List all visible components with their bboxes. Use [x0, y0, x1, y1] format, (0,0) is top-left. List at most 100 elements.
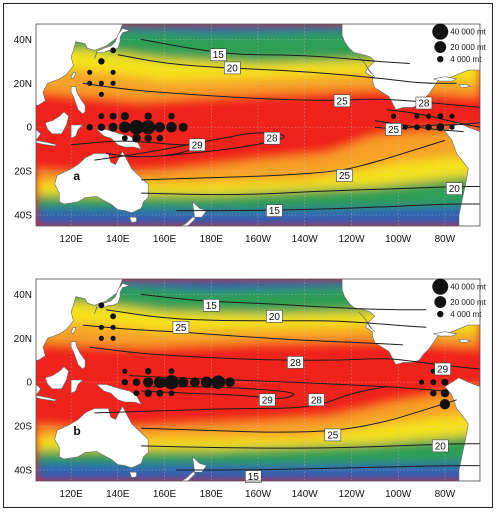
- catch-point: [441, 378, 449, 386]
- land-tasmania: [129, 471, 137, 479]
- land-hispaniola: [458, 339, 472, 344]
- catch-point: [439, 399, 451, 410]
- contour-label-text: 28: [290, 358, 302, 369]
- contour-line: [71, 140, 196, 158]
- contour-label: 29: [258, 393, 276, 406]
- contour-line: [89, 346, 480, 370]
- longitude-label: 120E: [59, 234, 83, 245]
- land-cuba: [433, 76, 458, 82]
- contour-label-text: 28: [418, 99, 430, 110]
- band-blueS: [36, 206, 480, 226]
- legend-label: 20 000 mt: [450, 43, 486, 52]
- contour-label: 15: [245, 470, 262, 483]
- band-orangeS: [36, 129, 480, 185]
- sst-field: [36, 279, 480, 481]
- land-australia: [54, 150, 149, 214]
- land-asia: [36, 279, 123, 361]
- contour-label-text: 20: [449, 184, 461, 195]
- contour-line: [141, 399, 457, 433]
- land-sulawesi: [70, 124, 84, 139]
- latitude-label: 0: [26, 123, 32, 134]
- longitude-label: 160W: [245, 234, 272, 245]
- latitude-label: 20N: [14, 334, 32, 345]
- contour-line: [106, 309, 427, 328]
- contour-label: 28: [415, 96, 433, 110]
- catch-point: [144, 367, 152, 375]
- longitude-label: 180E: [200, 489, 224, 500]
- catch-point: [110, 80, 116, 86]
- latitude-label: 20S: [14, 422, 32, 433]
- land-tasmania: [129, 216, 137, 224]
- map-panel-a: 15 20 25 28 25 29 28 25 20 15 40 000 mt 20 000 mt 4 …: [0, 0, 500, 255]
- longitude-label: 120W: [338, 489, 365, 500]
- land-samerica: [444, 377, 480, 481]
- contour-line: [117, 54, 457, 84]
- catch-point: [121, 135, 128, 142]
- contour-label: 25: [333, 94, 351, 107]
- land-baja: [358, 56, 376, 77]
- catch-point: [141, 120, 156, 135]
- latitude-label: 40S: [14, 211, 32, 222]
- catch-point: [402, 124, 408, 130]
- contour-label: 20: [445, 182, 463, 195]
- contour-label-text: 28: [266, 134, 278, 145]
- legend-bubble: [432, 23, 449, 40]
- catch-point: [164, 375, 179, 390]
- contour-label-text: 29: [437, 365, 449, 376]
- land-sumatra: [36, 383, 42, 396]
- sst-contours: [82, 293, 480, 471]
- contour-line: [176, 465, 480, 471]
- land-baja: [358, 311, 376, 332]
- contour-line: [386, 109, 480, 128]
- catch-point: [98, 80, 104, 86]
- catch-point: [122, 368, 128, 374]
- legend-label: 4 000 mt: [450, 55, 482, 64]
- catch-point: [109, 112, 117, 120]
- latitude-label: 20S: [14, 167, 32, 178]
- legend-label: 4 000 mt: [450, 310, 482, 319]
- catch-point: [211, 375, 226, 390]
- catch-point: [436, 123, 445, 132]
- catch-point: [121, 378, 129, 386]
- legend-bubble: [432, 278, 449, 295]
- latitude-label: 40N: [14, 290, 32, 301]
- legend-label: 40 000 mt: [450, 283, 486, 292]
- catch-point: [178, 122, 188, 132]
- catch-point: [437, 113, 444, 120]
- latitude-label: 20N: [14, 79, 32, 90]
- catch-point: [110, 335, 116, 341]
- catch-point: [119, 121, 131, 133]
- legend: 40 000 mt 20 000 mt 4 000 mt: [432, 278, 487, 319]
- contour-label-text: 20: [269, 312, 281, 323]
- land-java: [36, 140, 58, 147]
- longitude-label: 120E: [59, 489, 83, 500]
- contour-label: 15: [203, 298, 220, 312]
- contour-label-text: 25: [388, 125, 400, 136]
- latitude-label: 0: [26, 378, 32, 389]
- land-hispaniola: [458, 84, 472, 89]
- catch-point: [156, 389, 164, 397]
- catch-point: [120, 112, 129, 121]
- contour-label-text: 25: [327, 430, 339, 441]
- contour-label: 20: [224, 61, 241, 74]
- land-asia: [36, 24, 123, 106]
- contour-line: [82, 324, 403, 346]
- longitude-label: 140W: [292, 489, 319, 500]
- longitude-label: 140E: [106, 489, 130, 500]
- contour-line: [141, 293, 427, 311]
- catch-point: [143, 377, 154, 388]
- catch-point: [129, 119, 144, 135]
- catch-point: [153, 376, 166, 389]
- contour-label: 29: [434, 362, 451, 376]
- catch-point: [110, 324, 116, 330]
- catch-point: [156, 134, 164, 142]
- longitude-label: 180E: [200, 234, 224, 245]
- contour-label-text: 20: [227, 63, 239, 74]
- catch-point: [144, 389, 152, 397]
- contour-label-text: 29: [192, 140, 204, 151]
- legend: 40 000 mt 20 000 mt 4 000 mt: [432, 23, 487, 64]
- catch-point: [133, 390, 140, 397]
- catch-point: [98, 58, 105, 65]
- land-sulawesi: [70, 379, 84, 394]
- contour-label-text: 15: [248, 472, 260, 483]
